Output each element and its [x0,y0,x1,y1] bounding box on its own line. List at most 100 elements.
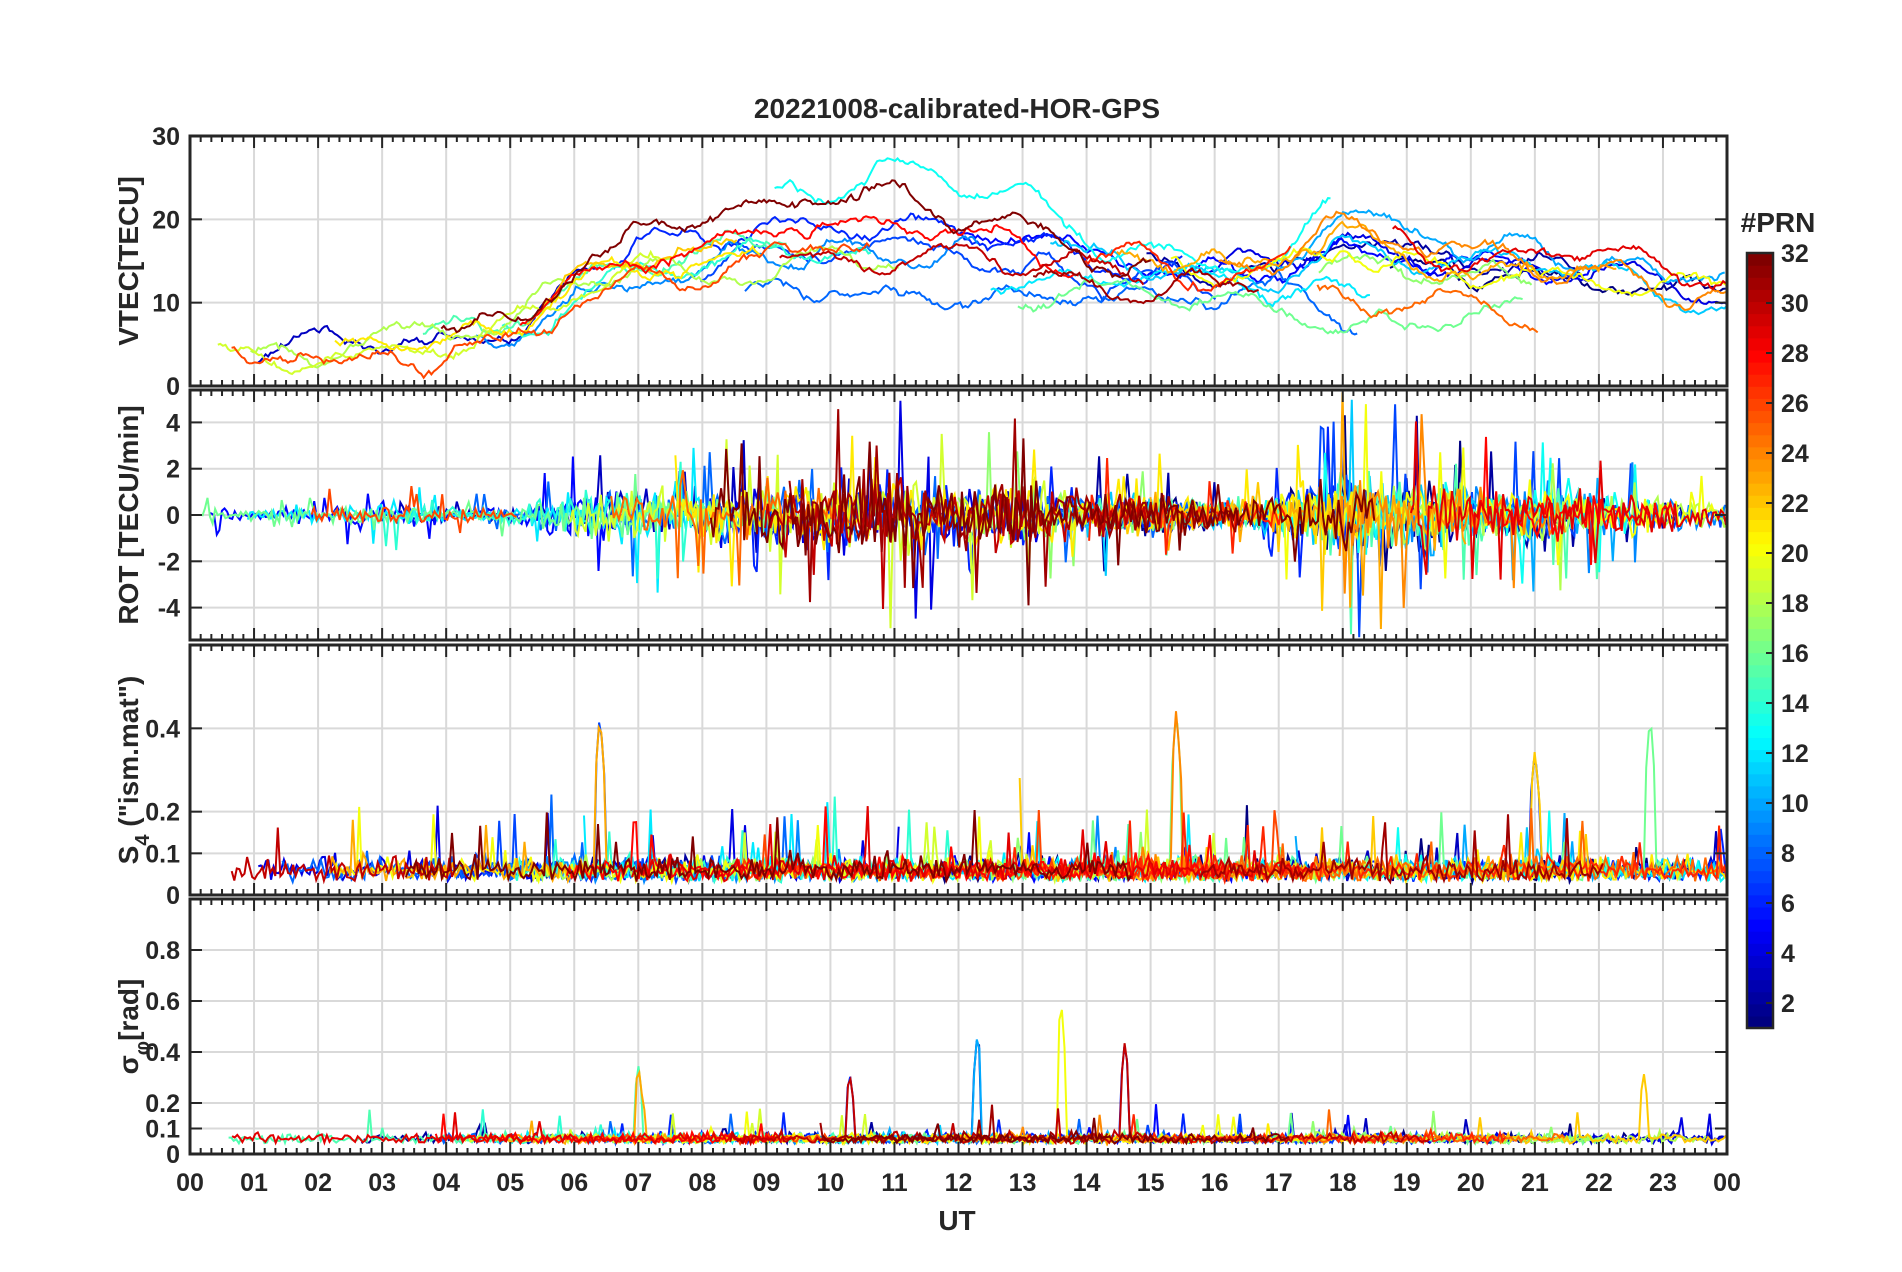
x-tick-label: 13 [1009,1169,1037,1197]
vtec-series-prn-1 [1389,257,1726,296]
colorbar-swatch [1747,567,1773,581]
rot-series-prn-5 [208,456,620,572]
x-tick-label: 11 [881,1169,908,1197]
s4-series-prn-32 [404,809,1132,884]
vtec-y-tick-label: 30 [152,123,180,151]
rot-y-tick-label: -4 [158,595,180,623]
vtec-series-prn-10 [1273,209,1725,284]
sigma_phi-y-tick-label: 0.8 [145,937,180,965]
colorbar-swatch [1747,301,1773,315]
sigma_phi-series-prn-32 [821,1117,1290,1146]
s4-y-tick-label: 0.1 [145,840,180,868]
rot-y-tick-label: 2 [166,456,180,484]
colorbar-swatch [1747,749,1773,763]
vtec-series-prn-18 [250,245,899,369]
colorbar-swatch [1747,337,1773,351]
sigma_phi-y-tick-label: 0 [166,1141,180,1169]
colorbar-swatch [1747,325,1773,339]
vtec-series-prn-26 [231,241,871,380]
rot-series-prn-32 [709,438,1376,606]
colorbar-tick-label: 8 [1781,840,1795,868]
vtec-series-prn-32 [440,179,1152,334]
x-tick-label: 20 [1457,1169,1485,1197]
colorbar-tick-label: 12 [1781,740,1809,768]
x-tick-label: 19 [1393,1169,1421,1197]
colorbar-swatch [1747,1003,1773,1017]
rot-series-prn-29 [1409,421,1727,580]
colorbar-swatch [1747,664,1773,678]
s4-y-axis-label: S4 ("ism.mat") [113,676,154,865]
s4-series-prn-29 [631,806,1315,884]
colorbar-swatch [1747,398,1773,412]
colorbar-swatch [1747,713,1773,726]
colorbar-swatch [1747,991,1773,1005]
vtec-series [217,156,1727,380]
vtec-series-prn-29 [1392,225,1727,291]
s4-y-tick-label: 0.4 [145,715,180,743]
x-tick-label: 07 [624,1169,652,1197]
colorbar-tick-label: 16 [1781,640,1809,668]
colorbar-swatch [1747,931,1773,944]
vtec-series-prn-31 [1032,267,1259,305]
sigma_phi-y-tick-label: 0.6 [145,988,180,1016]
s4-y-tick-label: 0 [166,882,180,910]
colorbar-swatch [1747,253,1773,266]
rot-y-tick-label: -2 [158,548,180,576]
rot-series-prn-26 [310,485,517,534]
colorbar-swatch [1747,495,1773,508]
colorbar-tick-label: 18 [1781,590,1809,618]
rot-y-tick-label: 0 [166,502,180,530]
colorbar-swatch [1747,906,1773,920]
colorbar-swatch [1747,894,1773,908]
colorbar-swatch [1747,652,1773,666]
colorbar-tick-label: 22 [1781,490,1809,518]
colorbar-swatch [1747,410,1773,424]
colorbar-swatch [1747,846,1773,860]
vtec-series-prn-23 [1116,220,1617,283]
s4-y-tick-label: 0.2 [145,799,180,827]
colorbar-swatch [1747,483,1773,496]
x-tick-label: 22 [1585,1169,1613,1197]
x-tick-label: 09 [752,1169,780,1197]
vtec-series-prn-25 [1316,284,1539,334]
colorbar-swatch [1747,422,1773,436]
s4-y-label-rest: ("ism.mat") [113,676,144,835]
vtec-y-tick-label: 0 [166,373,180,401]
colorbar-swatch [1747,688,1773,702]
colorbar-tick-label: 6 [1781,890,1795,918]
colorbar-swatch [1747,761,1773,775]
colorbar-swatch [1747,616,1773,629]
x-tick-label: 15 [1137,1169,1165,1197]
x-tick-label: 18 [1329,1169,1357,1197]
panel-vtec: 0 10 20 30 VTEC[TECU] [113,123,1729,401]
x-tick-label: 01 [240,1169,268,1197]
colorbar-swatch [1747,277,1773,290]
s4-series-prn-31 [1199,814,1604,885]
sigma_phi-series-prn-29 [231,1112,797,1146]
x-tick-label: 10 [817,1169,845,1197]
vtec-series-prn-30 [779,242,1145,286]
vtec-series-prn-9 [475,235,979,349]
colorbar-swatch [1747,349,1773,363]
sigma_phi-y-label-rest: [rad] [113,979,144,1041]
colorbar-swatch [1747,870,1773,884]
panel-s4: 0 0.1 0.2 0.4S4 ("ism.mat") [113,643,1729,910]
colorbar-swatch [1747,1015,1773,1029]
colorbar-tick-label: 14 [1781,690,1809,718]
sigma_phi-y-label-sub: φ [132,1041,154,1055]
vtec-y-tick-label: 20 [152,206,180,234]
rot-series [201,392,1727,638]
vtec-series-prn-19 [217,249,662,376]
x-axis-label: UT [938,1205,975,1236]
sigma_phi-y-tick-label: 0.4 [145,1039,180,1067]
x-tick-label: 03 [368,1169,396,1197]
x-tick-label: 23 [1649,1169,1677,1197]
vtec-series-prn-27 [1084,240,1292,292]
sigma_phi-series [228,1009,1727,1147]
x-tick-label: 00 [176,1169,204,1197]
vtec-y-tick-label: 10 [152,290,180,318]
colorbar-swatch [1747,543,1773,557]
